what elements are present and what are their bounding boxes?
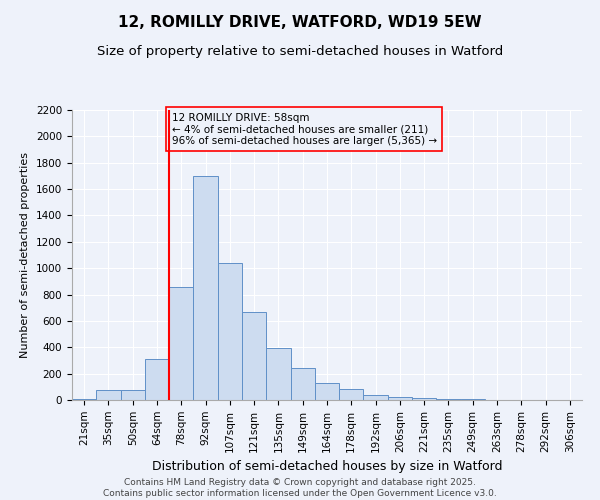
- Bar: [364, 396, 388, 400]
- Bar: [145, 359, 169, 400]
- Bar: [290, 368, 315, 400]
- Bar: [339, 390, 364, 400]
- Bar: [96, 390, 121, 400]
- Bar: [436, 399, 461, 400]
- Bar: [315, 383, 339, 400]
- Bar: [266, 348, 290, 400]
- Bar: [388, 396, 412, 400]
- Text: 12, ROMILLY DRIVE, WATFORD, WD19 5EW: 12, ROMILLY DRIVE, WATFORD, WD19 5EW: [118, 15, 482, 30]
- Bar: [218, 263, 242, 400]
- Text: Size of property relative to semi-detached houses in Watford: Size of property relative to semi-detach…: [97, 45, 503, 58]
- Bar: [193, 176, 218, 400]
- Bar: [169, 286, 193, 400]
- X-axis label: Distribution of semi-detached houses by size in Watford: Distribution of semi-detached houses by …: [152, 460, 502, 473]
- Text: 12 ROMILLY DRIVE: 58sqm
← 4% of semi-detached houses are smaller (211)
96% of se: 12 ROMILLY DRIVE: 58sqm ← 4% of semi-det…: [172, 112, 437, 146]
- Bar: [412, 398, 436, 400]
- Bar: [242, 312, 266, 400]
- Y-axis label: Number of semi-detached properties: Number of semi-detached properties: [20, 152, 31, 358]
- Text: Contains HM Land Registry data © Crown copyright and database right 2025.
Contai: Contains HM Land Registry data © Crown c…: [103, 478, 497, 498]
- Bar: [72, 398, 96, 400]
- Bar: [121, 390, 145, 400]
